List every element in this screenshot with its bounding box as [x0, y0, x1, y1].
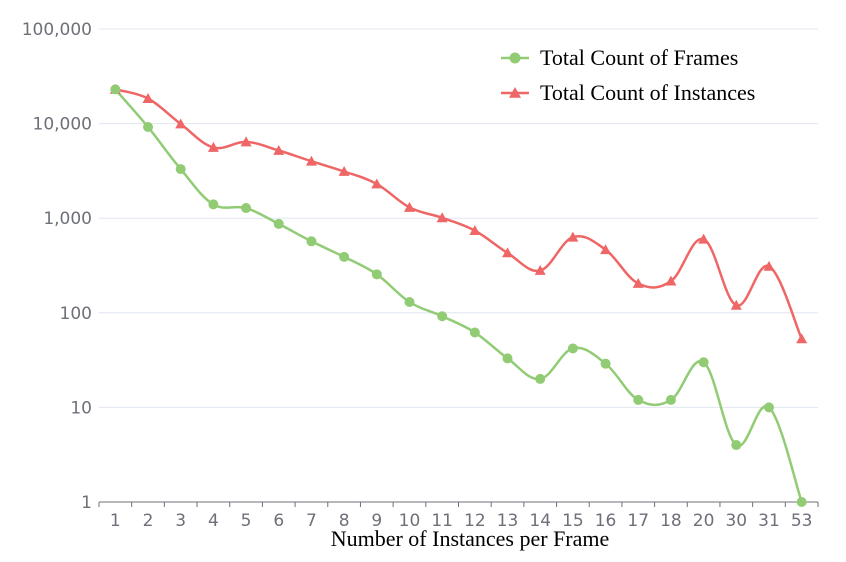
data-point — [567, 231, 579, 242]
data-point — [534, 264, 546, 275]
series-line — [115, 88, 803, 340]
x-tick-label: 7 — [306, 511, 317, 531]
y-axis-tick-labels: 1 10 100 1,000 10,000 100,000 — [22, 20, 92, 513]
x-tick-label: 15 — [562, 511, 584, 531]
y-tick-label: 100 — [60, 304, 92, 324]
data-point — [763, 260, 775, 271]
y-tick-label: 10 — [70, 398, 92, 418]
data-point — [240, 136, 252, 147]
data-point — [567, 343, 578, 354]
data-point — [633, 394, 644, 405]
legend-marker — [509, 87, 521, 98]
x-tick-label: 4 — [208, 511, 219, 531]
x-tick-label: 16 — [595, 511, 617, 531]
data-point — [665, 275, 677, 286]
data-point — [763, 402, 774, 413]
data-point — [338, 165, 350, 176]
x-tick-label: 12 — [464, 511, 486, 531]
x-tick-label: 11 — [431, 511, 453, 531]
legend-item: Total Count of Frames — [501, 45, 738, 70]
x-tick-label: 5 — [241, 511, 252, 531]
legend-marker — [509, 52, 521, 64]
data-point — [404, 297, 415, 308]
data-point — [371, 269, 382, 280]
data-point — [698, 357, 709, 368]
data-point — [535, 373, 546, 384]
legend: Total Count of Frames Total Count of Inst… — [501, 45, 755, 105]
x-tick-label: 20 — [693, 511, 715, 531]
x-tick-label: 14 — [529, 511, 551, 531]
x-tick-label: 53 — [791, 511, 813, 531]
data-point — [273, 218, 284, 229]
data-point — [665, 394, 676, 405]
data-point — [208, 199, 219, 210]
data-point — [110, 84, 121, 95]
data-point — [175, 164, 186, 175]
data-point — [600, 244, 612, 255]
x-tick-label: 17 — [627, 511, 649, 531]
data-point — [306, 236, 317, 247]
data-point — [175, 118, 187, 129]
legend-label: Total Count of Frames — [540, 45, 738, 70]
x-tick-label: 30 — [725, 511, 747, 531]
x-axis-tick-labels: 1 2 3 4 5 6 7 8 9 10 11 12 13 14 15 16 17 18 20 30 31 53 — [110, 511, 813, 531]
x-tick-label: 13 — [497, 511, 519, 531]
y-tick-label: 1 — [81, 493, 92, 513]
data-point — [142, 93, 154, 103]
data-point — [796, 333, 808, 344]
data-point — [502, 247, 514, 258]
data-point — [730, 299, 742, 310]
legend-item: Total Count of Instances — [501, 80, 755, 105]
data-point — [437, 311, 448, 322]
x-tick-label: 2 — [143, 511, 154, 531]
data-point — [371, 178, 383, 189]
data-point — [403, 201, 415, 212]
x-tick-label: 6 — [273, 511, 284, 531]
series-markers — [109, 83, 808, 507]
data-point — [502, 353, 513, 364]
x-tick-label: 8 — [339, 511, 350, 531]
data-point — [731, 440, 742, 451]
x-tick-label: 1 — [110, 511, 121, 531]
y-tick-label: 1,000 — [43, 209, 92, 229]
data-point — [796, 497, 807, 507]
data-point — [469, 327, 480, 338]
y-tick-label: 100,000 — [22, 20, 92, 40]
legend-label: Total Count of Instances — [540, 80, 755, 105]
x-tick-label: 3 — [175, 511, 186, 531]
x-axis-title: Number of Instances per Frame — [331, 526, 610, 551]
data-point — [698, 233, 710, 244]
y-tick-label: 10,000 — [33, 115, 92, 135]
data-point — [469, 225, 481, 235]
data-point — [305, 155, 317, 166]
data-point — [273, 144, 285, 155]
x-tick-label: 31 — [758, 511, 780, 531]
data-point — [339, 251, 350, 262]
data-point — [241, 203, 252, 214]
x-tick-label: 9 — [371, 511, 382, 531]
x-tick-label: 10 — [399, 511, 421, 531]
data-point — [207, 141, 219, 152]
data-point — [600, 358, 611, 369]
x-tick-label: 18 — [660, 511, 682, 531]
data-point — [632, 278, 644, 288]
data-point — [143, 122, 154, 133]
data-point — [436, 212, 448, 223]
grid-lines — [99, 28, 818, 408]
x-axis — [98, 501, 819, 507]
